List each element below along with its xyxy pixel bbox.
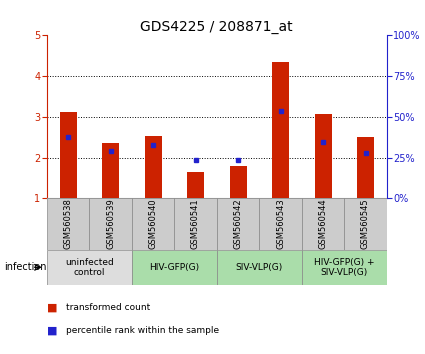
Bar bbox=[217, 198, 259, 250]
Text: GSM560538: GSM560538 bbox=[63, 199, 73, 249]
Bar bbox=[174, 198, 217, 250]
Bar bbox=[47, 250, 132, 285]
Text: percentile rank within the sample: percentile rank within the sample bbox=[66, 326, 219, 336]
Bar bbox=[60, 112, 76, 198]
Bar bbox=[132, 198, 174, 250]
Text: GSM560542: GSM560542 bbox=[233, 199, 243, 249]
Bar bbox=[357, 137, 374, 198]
Text: HIV-GFP(G): HIV-GFP(G) bbox=[149, 263, 199, 272]
Text: HIV-GFP(G) +
SIV-VLP(G): HIV-GFP(G) + SIV-VLP(G) bbox=[314, 258, 374, 277]
Text: SIV-VLP(G): SIV-VLP(G) bbox=[235, 263, 283, 272]
Bar bbox=[89, 198, 132, 250]
Text: GSM560539: GSM560539 bbox=[106, 199, 115, 249]
Bar bbox=[102, 143, 119, 198]
Bar bbox=[132, 250, 217, 285]
Bar bbox=[259, 198, 302, 250]
Text: ■: ■ bbox=[47, 326, 57, 336]
Bar bbox=[344, 198, 387, 250]
Text: GSM560541: GSM560541 bbox=[191, 199, 200, 249]
Title: GDS4225 / 208871_at: GDS4225 / 208871_at bbox=[140, 21, 293, 34]
Text: GSM560540: GSM560540 bbox=[148, 199, 158, 249]
Bar bbox=[187, 172, 204, 198]
Bar bbox=[47, 198, 89, 250]
Text: transformed count: transformed count bbox=[66, 303, 150, 313]
Bar bbox=[144, 136, 162, 198]
Text: GSM560545: GSM560545 bbox=[361, 199, 370, 249]
Text: GSM560544: GSM560544 bbox=[318, 199, 328, 249]
Text: infection: infection bbox=[4, 262, 47, 272]
Text: ■: ■ bbox=[47, 303, 57, 313]
Bar bbox=[314, 114, 332, 198]
Bar bbox=[272, 62, 289, 198]
Text: GSM560543: GSM560543 bbox=[276, 199, 285, 249]
Text: uninfected
control: uninfected control bbox=[65, 258, 113, 277]
Bar bbox=[217, 250, 302, 285]
Bar bbox=[302, 198, 344, 250]
Bar bbox=[230, 166, 246, 198]
Bar bbox=[302, 250, 387, 285]
